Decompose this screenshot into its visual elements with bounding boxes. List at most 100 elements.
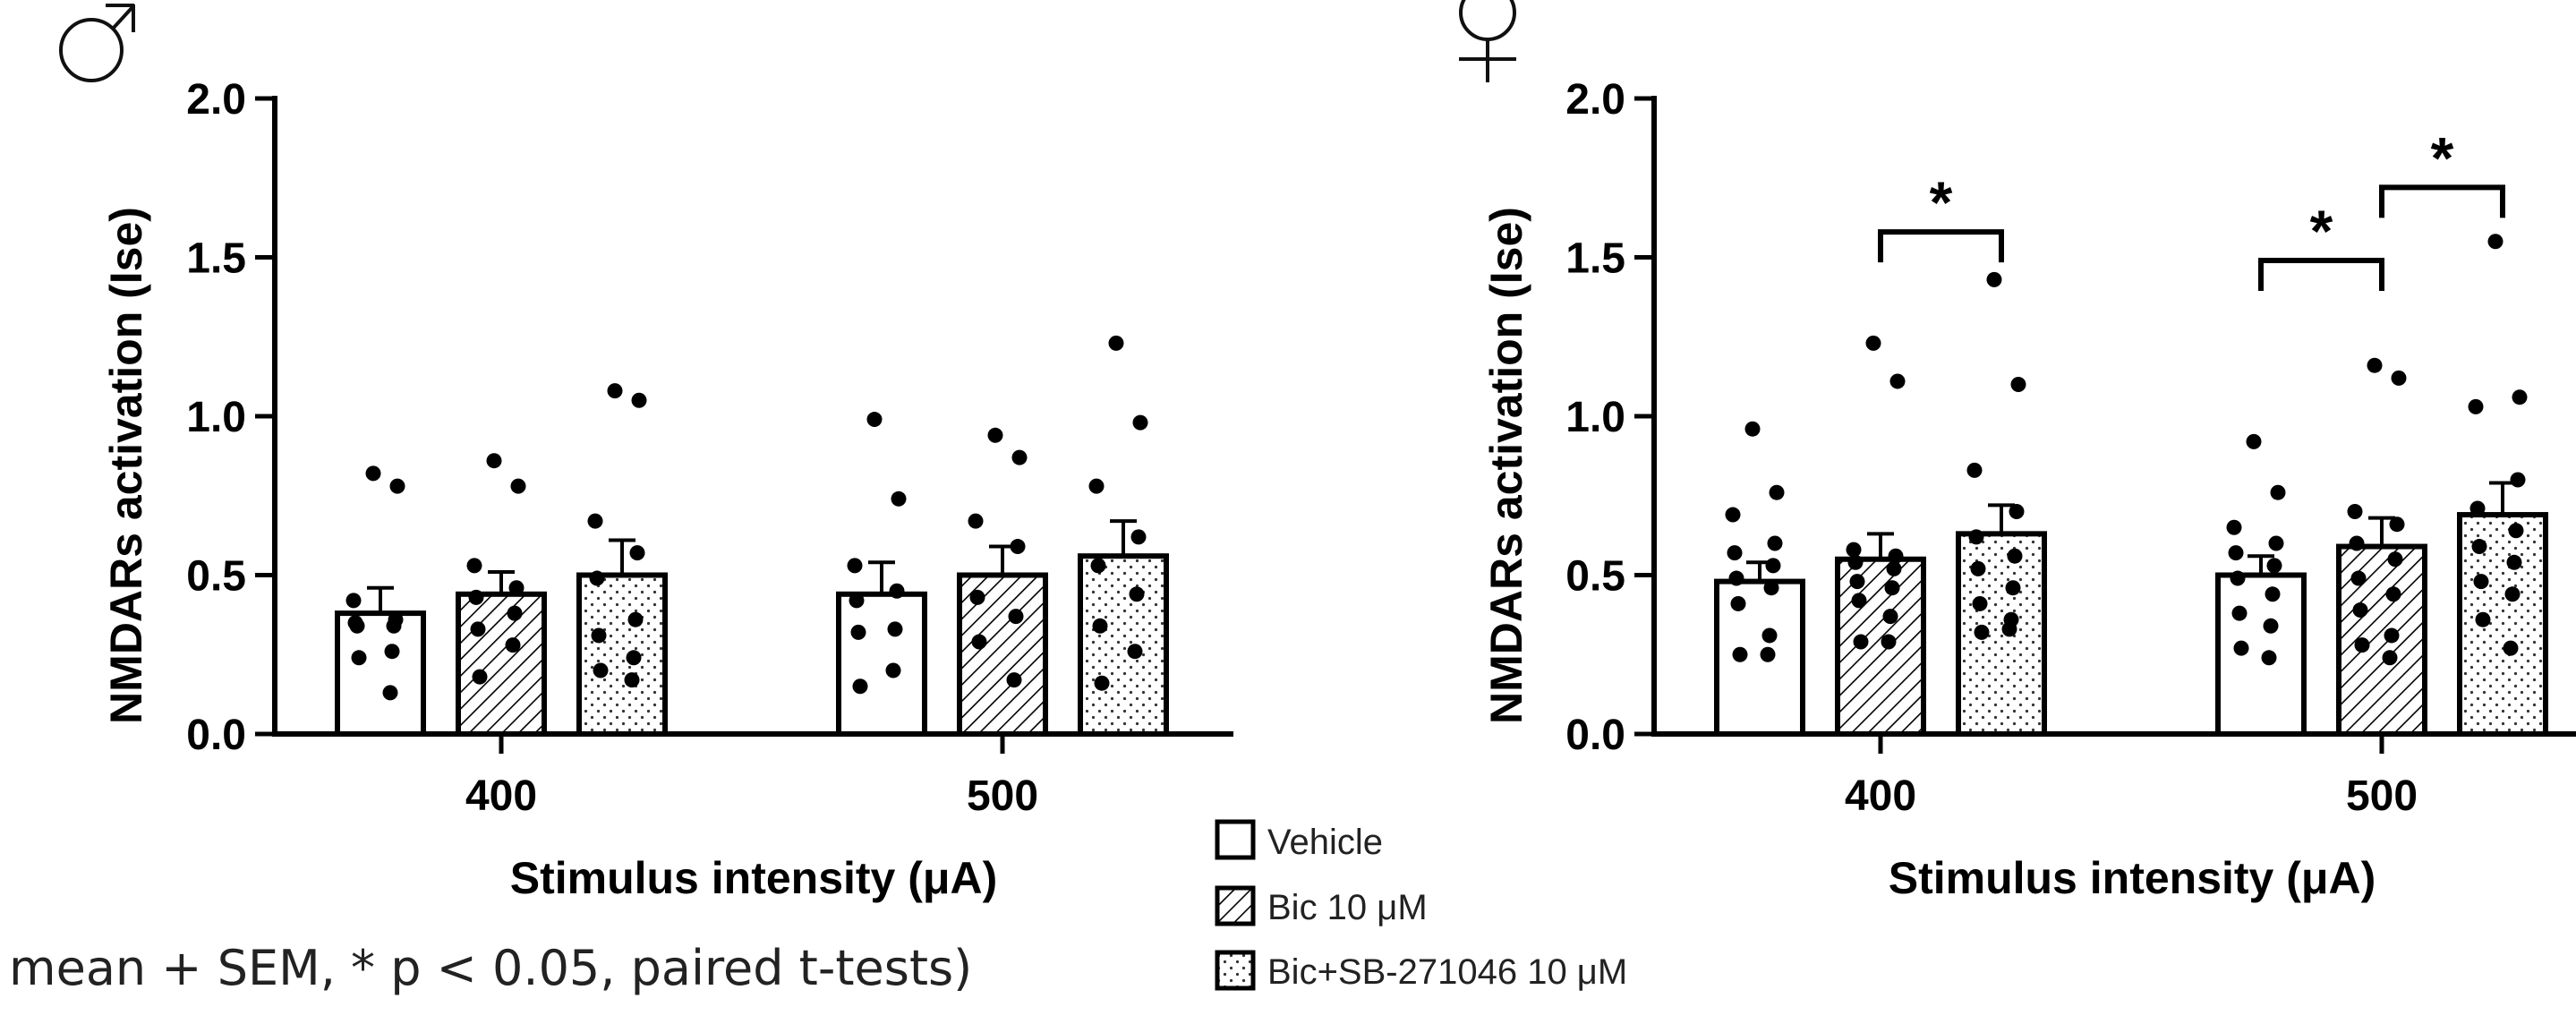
data-point (626, 650, 642, 666)
bar (335, 610, 426, 737)
data-point (507, 605, 523, 621)
x-tick-label: 500 (967, 772, 1038, 820)
data-point (1846, 542, 1862, 558)
data-point (1765, 558, 1781, 574)
y-tick-label: 1.5 (1565, 235, 1625, 283)
data-point (1970, 560, 1986, 576)
data-point (1728, 570, 1744, 586)
data-point (1011, 449, 1028, 465)
data-point (1760, 646, 1776, 662)
data-point (1090, 558, 1106, 574)
data-point (2468, 398, 2484, 414)
data-point (470, 621, 486, 637)
significance-bracket (1878, 229, 2004, 263)
x-tick-label: 500 (2346, 772, 2418, 820)
data-point (1730, 595, 1746, 611)
data-point (866, 412, 883, 428)
data-point (1884, 580, 1900, 596)
data-point (589, 570, 605, 586)
data-point (1769, 484, 1785, 500)
data-point (2382, 650, 2398, 666)
data-point (389, 478, 405, 494)
data-point (2268, 535, 2284, 551)
y-tick-label: 0.5 (186, 553, 246, 601)
data-point (1986, 271, 2002, 287)
data-point (849, 593, 865, 609)
data-point (624, 672, 640, 688)
data-point (2350, 570, 2367, 586)
data-point (2506, 554, 2522, 570)
y-tick-label: 1.5 (186, 235, 246, 283)
data-point (1886, 560, 1902, 576)
data-point (351, 650, 367, 666)
data-point (1088, 478, 1105, 494)
data-point (1010, 539, 1026, 555)
data-point (2263, 618, 2279, 634)
data-point (1853, 634, 1869, 650)
x-axis-label: Stimulus intensity (μA) (1889, 853, 2376, 903)
data-point (850, 624, 866, 640)
y-axis-label: NMDARs activation (Ise) (1481, 207, 1531, 724)
legend-label-bic-sb: Bic+SB-271046 10 μM (1267, 952, 1627, 992)
data-point (466, 558, 482, 574)
data-point (1849, 574, 1865, 590)
bar (1714, 578, 1805, 737)
data-point (2367, 357, 2383, 373)
data-point (2471, 539, 2487, 555)
data-point (508, 580, 525, 596)
data-point (2385, 586, 2401, 602)
data-point (2226, 519, 2242, 535)
data-point (1763, 580, 1779, 596)
data-point (2475, 611, 2491, 627)
significance-bracket (2258, 258, 2384, 292)
data-point (2246, 433, 2262, 449)
data-point (629, 545, 645, 561)
data-point (593, 662, 609, 678)
data-point (2469, 500, 2486, 516)
bar (2336, 543, 2427, 737)
data-point (1767, 535, 1783, 551)
data-point (510, 478, 526, 494)
legend-swatch-bic-sb (1215, 950, 1256, 991)
data-point (384, 644, 400, 660)
data-point (472, 669, 488, 685)
data-point (627, 611, 644, 627)
data-point (968, 513, 984, 529)
y-tick-label: 0.0 (186, 712, 246, 759)
legend-label-vehicle: Vehicle (1267, 823, 1383, 862)
data-point (2349, 535, 2365, 551)
data-point (2005, 580, 2021, 596)
data-point (1851, 593, 1867, 609)
data-point (2230, 570, 2246, 586)
data-point (2266, 558, 2282, 574)
bar (836, 591, 927, 737)
data-point (2354, 637, 2370, 653)
data-point (1888, 548, 1904, 564)
bar (2215, 572, 2307, 737)
data-point (2261, 650, 2277, 666)
data-point (2473, 574, 2489, 590)
caption-note: mean + SEM, * p < 0.05, paired t-tests) (9, 940, 972, 996)
data-point (2504, 586, 2521, 602)
y-tick-label: 1.0 (1565, 394, 1625, 441)
data-point (2001, 621, 2017, 637)
data-point (1882, 609, 1898, 625)
female-symbol-icon (1459, 0, 1516, 82)
data-point (382, 685, 398, 701)
data-point (2265, 586, 2281, 602)
data-point (587, 513, 603, 529)
data-point (1108, 335, 1124, 351)
significance-star: * (2431, 124, 2454, 191)
data-point (607, 383, 623, 399)
legend: Vehicle Bic 10 μM Bic+SB-271046 10 μM (1215, 819, 1627, 992)
data-point (345, 593, 362, 609)
data-point (2231, 605, 2248, 621)
data-point (1889, 373, 1906, 389)
data-point (2007, 548, 2023, 564)
data-point (1972, 595, 1988, 611)
data-point (891, 491, 907, 507)
data-point (631, 392, 647, 408)
significance-star: * (2310, 198, 2333, 264)
bar (1078, 553, 1169, 738)
x-axis-label: Stimulus intensity (μA) (510, 853, 998, 903)
